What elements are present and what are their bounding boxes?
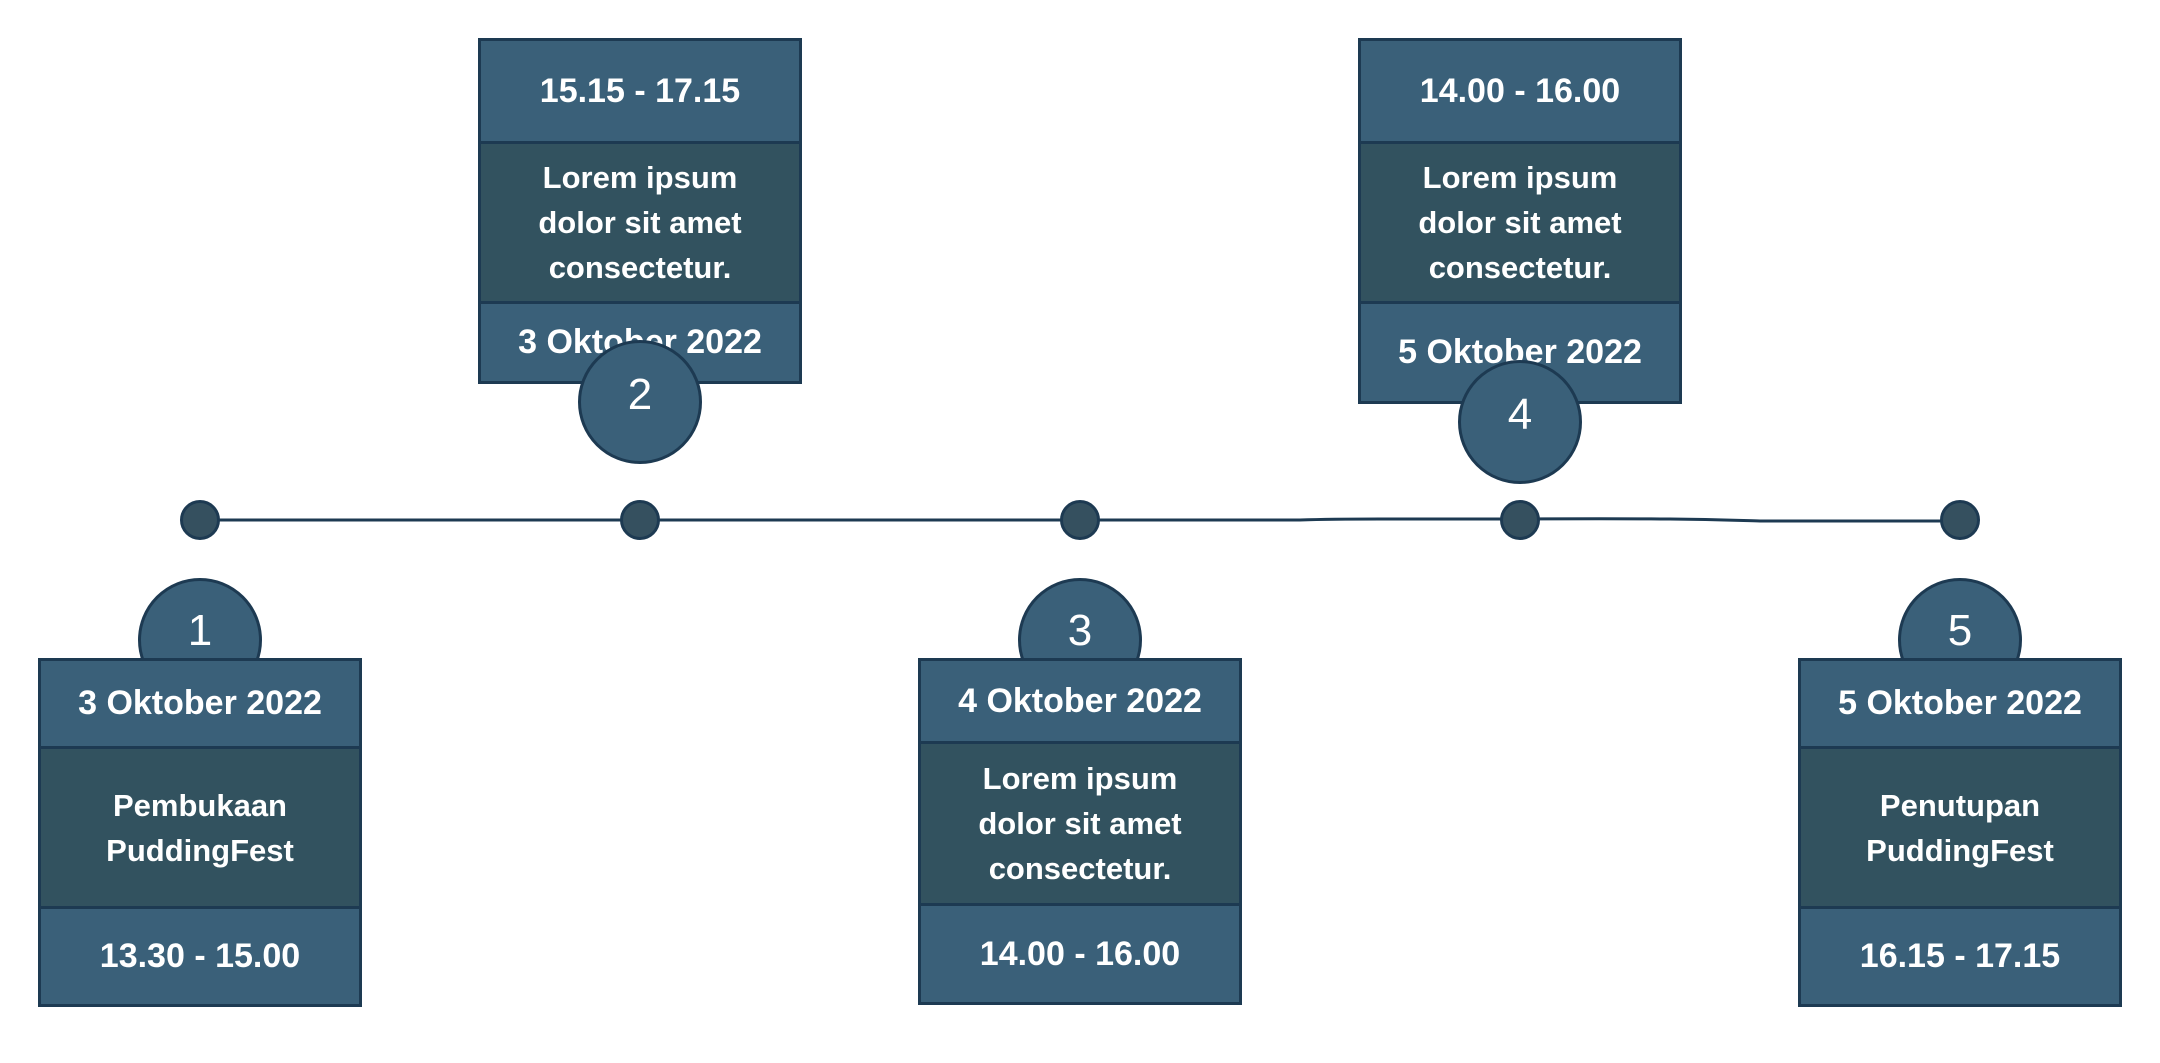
milestone-description: Lorem ipsum dolor sit amet consectetur. — [1361, 141, 1679, 301]
milestone-time: 15.15 - 17.15 — [481, 41, 799, 141]
milestone-time: 13.30 - 15.00 — [41, 906, 359, 1004]
milestone-date: 5 Oktober 2022 — [1801, 661, 2119, 746]
milestone-number-badge: 4 — [1458, 360, 1582, 484]
timeline-dot — [180, 500, 220, 540]
milestone-date: 4 Oktober 2022 — [921, 661, 1239, 741]
milestone-description: Penutupan PuddingFest — [1801, 746, 2119, 906]
milestone-card-4: 14.00 - 16.00 Lorem ipsum dolor sit amet… — [1358, 38, 1682, 404]
timeline-dot — [1940, 500, 1980, 540]
milestone-card-2: 15.15 - 17.15 Lorem ipsum dolor sit amet… — [478, 38, 802, 384]
milestone-description: Pembukaan PuddingFest — [41, 746, 359, 906]
milestone-description: Lorem ipsum dolor sit amet consectetur. — [921, 741, 1239, 903]
timeline-dot — [1500, 500, 1540, 540]
milestone-number-badge: 2 — [578, 340, 702, 464]
milestone-card-5: 5 Oktober 2022 Penutupan PuddingFest 16.… — [1798, 658, 2122, 1007]
milestone-time: 14.00 - 16.00 — [1361, 41, 1679, 141]
milestone-description: Lorem ipsum dolor sit amet consectetur. — [481, 141, 799, 301]
milestone-time: 16.15 - 17.15 — [1801, 906, 2119, 1004]
milestone-card-3: 4 Oktober 2022 Lorem ipsum dolor sit ame… — [918, 658, 1242, 1005]
milestone-date: 3 Oktober 2022 — [41, 661, 359, 746]
milestone-card-1: 3 Oktober 2022 Pembukaan PuddingFest 13.… — [38, 658, 362, 1007]
timeline-dot — [620, 500, 660, 540]
timeline-dot — [1060, 500, 1100, 540]
milestone-time: 14.00 - 16.00 — [921, 903, 1239, 1002]
